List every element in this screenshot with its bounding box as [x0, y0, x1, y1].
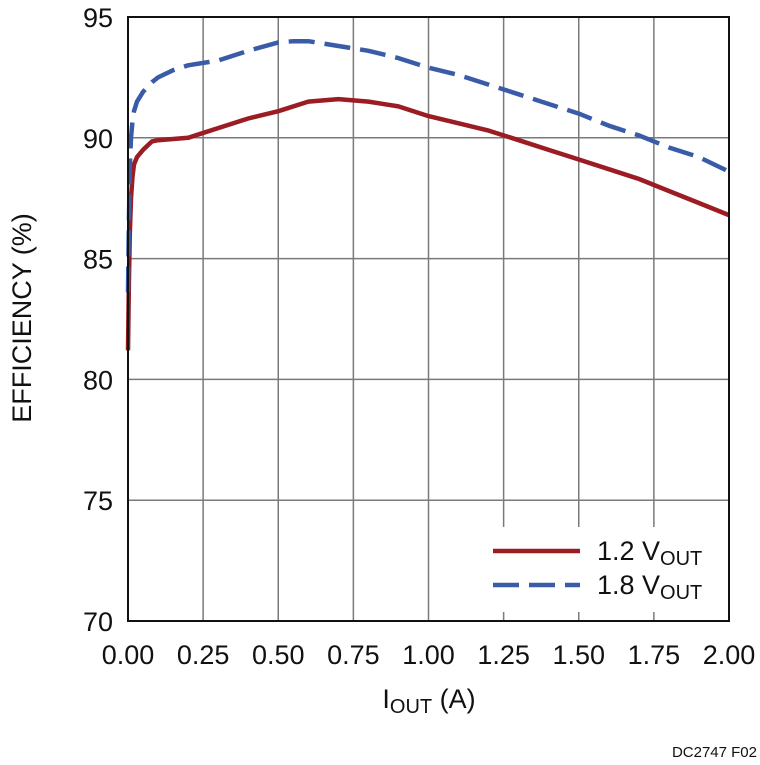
x-tick-label: 0.00	[102, 640, 155, 670]
x-tick-labels: 0.00 0.25 0.50 0.75 1.00 1.25 1.50 1.75 2.00	[102, 640, 756, 670]
y-tick-labels: 70 75 80 85 90 95	[83, 3, 113, 637]
x-tick-label: 0.50	[252, 640, 305, 670]
legend: 1.2 VOUT 1.8 VOUT	[484, 527, 722, 612]
x-axis-label-main: I	[382, 684, 390, 714]
x-tick-label: 1.50	[552, 640, 605, 670]
series-line-1-8v	[125, 38, 730, 293]
legend-label-1-8v: 1.8 VOUT	[597, 570, 702, 604]
x-tick-label: 0.75	[327, 640, 380, 670]
y-axis-label: EFFICIENCY (%)	[7, 213, 37, 423]
x-tick-label: 0.25	[177, 640, 230, 670]
series-line-1-2v	[125, 96, 730, 351]
y-tick-label: 80	[83, 365, 113, 395]
y-tick-label: 90	[83, 124, 113, 154]
x-tick-label: 1.75	[628, 640, 681, 670]
y-tick-label: 75	[83, 486, 113, 516]
x-axis-label-sub: OUT	[390, 696, 432, 718]
x-tick-label: 1.00	[402, 640, 455, 670]
y-tick-label: 85	[83, 245, 113, 275]
x-tick-label: 2.00	[703, 640, 756, 670]
y-tick-label: 70	[83, 607, 113, 637]
x-axis-label-unit: (A)	[432, 684, 476, 714]
plot-frame	[127, 16, 730, 622]
legend-background	[484, 527, 722, 612]
figure-id: DC2747 F02	[672, 744, 757, 761]
series-layer	[125, 38, 730, 351]
x-tick-label: 1.25	[477, 640, 530, 670]
legend-label-1-2v: 1.2 VOUT	[597, 536, 702, 570]
y-tick-label: 95	[83, 3, 113, 33]
grid	[127, 16, 730, 622]
x-axis-label: IOUT (A)	[382, 684, 475, 718]
